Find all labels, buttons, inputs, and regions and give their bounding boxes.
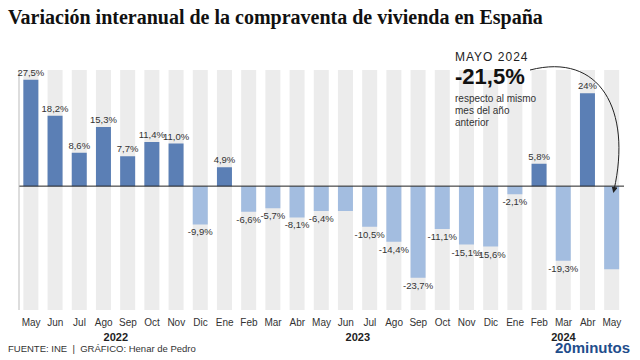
svg-text:Ene: Ene	[506, 317, 524, 328]
svg-text:Sep: Sep	[409, 317, 427, 328]
svg-text:Feb: Feb	[531, 317, 549, 328]
svg-text:Jul: Jul	[73, 317, 86, 328]
svg-text:Oct: Oct	[435, 317, 451, 328]
svg-text:May: May	[22, 317, 41, 328]
svg-text:Nov: Nov	[458, 317, 476, 328]
svg-text:-2,1%: -2,1%	[502, 196, 527, 207]
svg-text:-14,4%: -14,4%	[379, 244, 410, 255]
svg-text:5,8%: 5,8%	[528, 151, 550, 162]
html-text:FUENTE: INE | GRÁFICO: Henar d: FUENTE: INE | GRÁFICO: Henar de Pedro	[8, 343, 196, 354]
html-text:Variación interanual de la com: Variación interanual de la compraventa d…	[8, 6, 543, 28]
svg-text:-23,7%: -23,7%	[403, 280, 434, 291]
svg-text:8,6%: 8,6%	[68, 140, 90, 151]
svg-text:-6,6%: -6,6%	[236, 214, 261, 225]
svg-text:2024: 2024	[551, 331, 576, 343]
svg-text:-6,4%: -6,4%	[309, 213, 334, 224]
svg-text:Mar: Mar	[264, 317, 282, 328]
svg-text:May: May	[312, 317, 331, 328]
svg-text:Abr: Abr	[580, 317, 596, 328]
svg-text:-15,6%: -15,6%	[476, 249, 507, 260]
svg-text:-5,7%: -5,7%	[260, 210, 285, 221]
svg-text:4,9%: 4,9%	[214, 154, 236, 165]
svg-text:11,4%: 11,4%	[139, 129, 166, 140]
svg-text:-19,3%: -19,3%	[548, 263, 579, 274]
svg-text:Ago: Ago	[385, 317, 403, 328]
svg-text:-10,5%: -10,5%	[355, 229, 386, 240]
svg-text:-9,9%: -9,9%	[188, 226, 213, 237]
svg-text:2023: 2023	[346, 331, 370, 343]
svg-text:Dic: Dic	[484, 317, 498, 328]
svg-text:-15,1%: -15,1%	[451, 246, 482, 258]
svg-text:Abr: Abr	[290, 317, 306, 328]
html-text:respecto al mismo mes del año: respecto al mismo mes del año anterior	[455, 93, 537, 128]
svg-text:Sep: Sep	[119, 317, 137, 328]
html-text:-21,5%: -21,5%	[455, 64, 525, 89]
svg-text:18,2%: 18,2%	[42, 103, 69, 114]
svg-text:Jul: Jul	[364, 317, 377, 328]
svg-text:15,3%: 15,3%	[90, 114, 117, 125]
svg-text:-11,1%: -11,1%	[428, 231, 458, 242]
svg-text:2022: 2022	[104, 331, 128, 343]
svg-text:11,0%: 11,0%	[163, 131, 190, 142]
svg-text:-8,1%: -8,1%	[285, 219, 310, 230]
svg-text:Jun: Jun	[338, 317, 354, 328]
svg-text:Mar: Mar	[555, 317, 573, 328]
svg-text:Ago: Ago	[95, 317, 113, 328]
svg-text:Feb: Feb	[240, 317, 258, 328]
svg-text:24%: 24%	[578, 80, 598, 91]
svg-text:Oct: Oct	[144, 317, 160, 328]
svg-text:7,7%: 7,7%	[117, 143, 139, 154]
svg-text:Ene: Ene	[216, 317, 234, 328]
html-text:20minutos: 20minutos	[555, 339, 630, 356]
svg-text:May: May	[602, 317, 621, 328]
svg-text:Jun: Jun	[47, 317, 63, 328]
svg-text:Dic: Dic	[193, 317, 207, 328]
svg-text:27,5%: 27,5%	[17, 67, 44, 78]
svg-text:Nov: Nov	[167, 317, 185, 328]
html-text:MAYO 2024: MAYO 2024	[455, 50, 529, 64]
